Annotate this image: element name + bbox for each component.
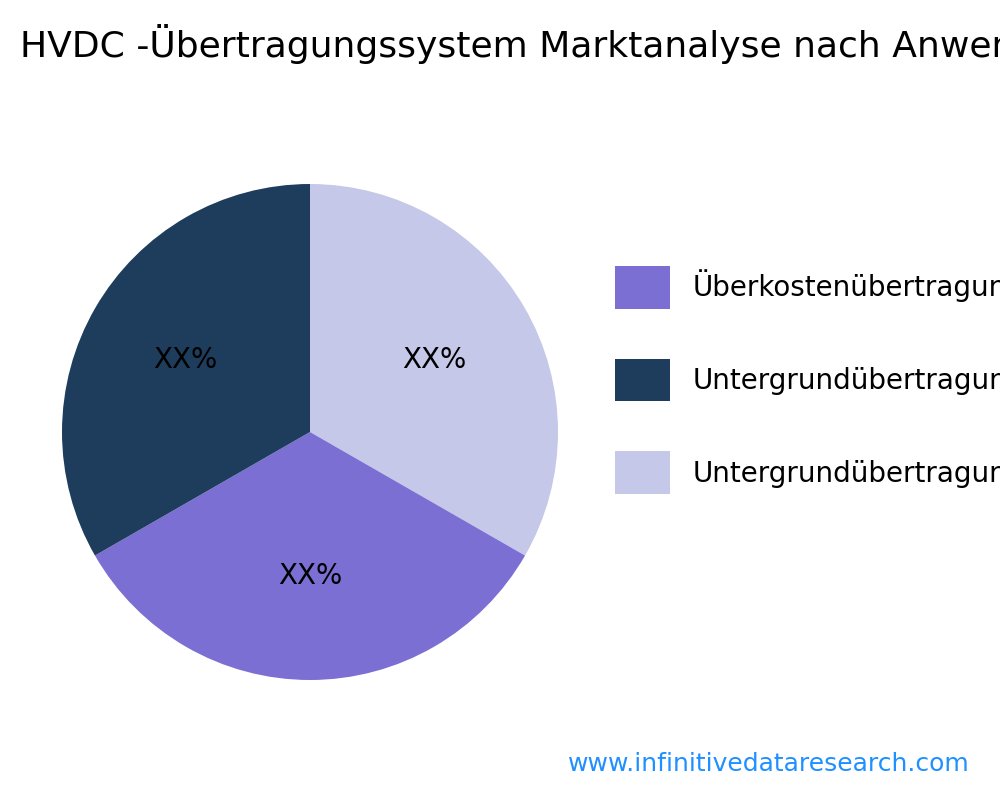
Text: XX%: XX% [278, 562, 342, 590]
Wedge shape [95, 432, 525, 680]
Wedge shape [310, 184, 558, 555]
Text: XX%: XX% [153, 346, 218, 374]
Text: HVDC -Übertragungssystem Marktanalyse nach Anwendung: HVDC -Übertragungssystem Marktanalyse na… [20, 24, 1000, 64]
Text: www.infinitivedataresearch.com: www.infinitivedataresearch.com [568, 752, 970, 776]
Wedge shape [62, 184, 310, 555]
Legend: Überkostenübertragung, Untergrundübertragung, Untergrundübertragung: Überkostenübertragung, Untergrundübertra… [615, 266, 1000, 494]
Text: XX%: XX% [402, 346, 467, 374]
